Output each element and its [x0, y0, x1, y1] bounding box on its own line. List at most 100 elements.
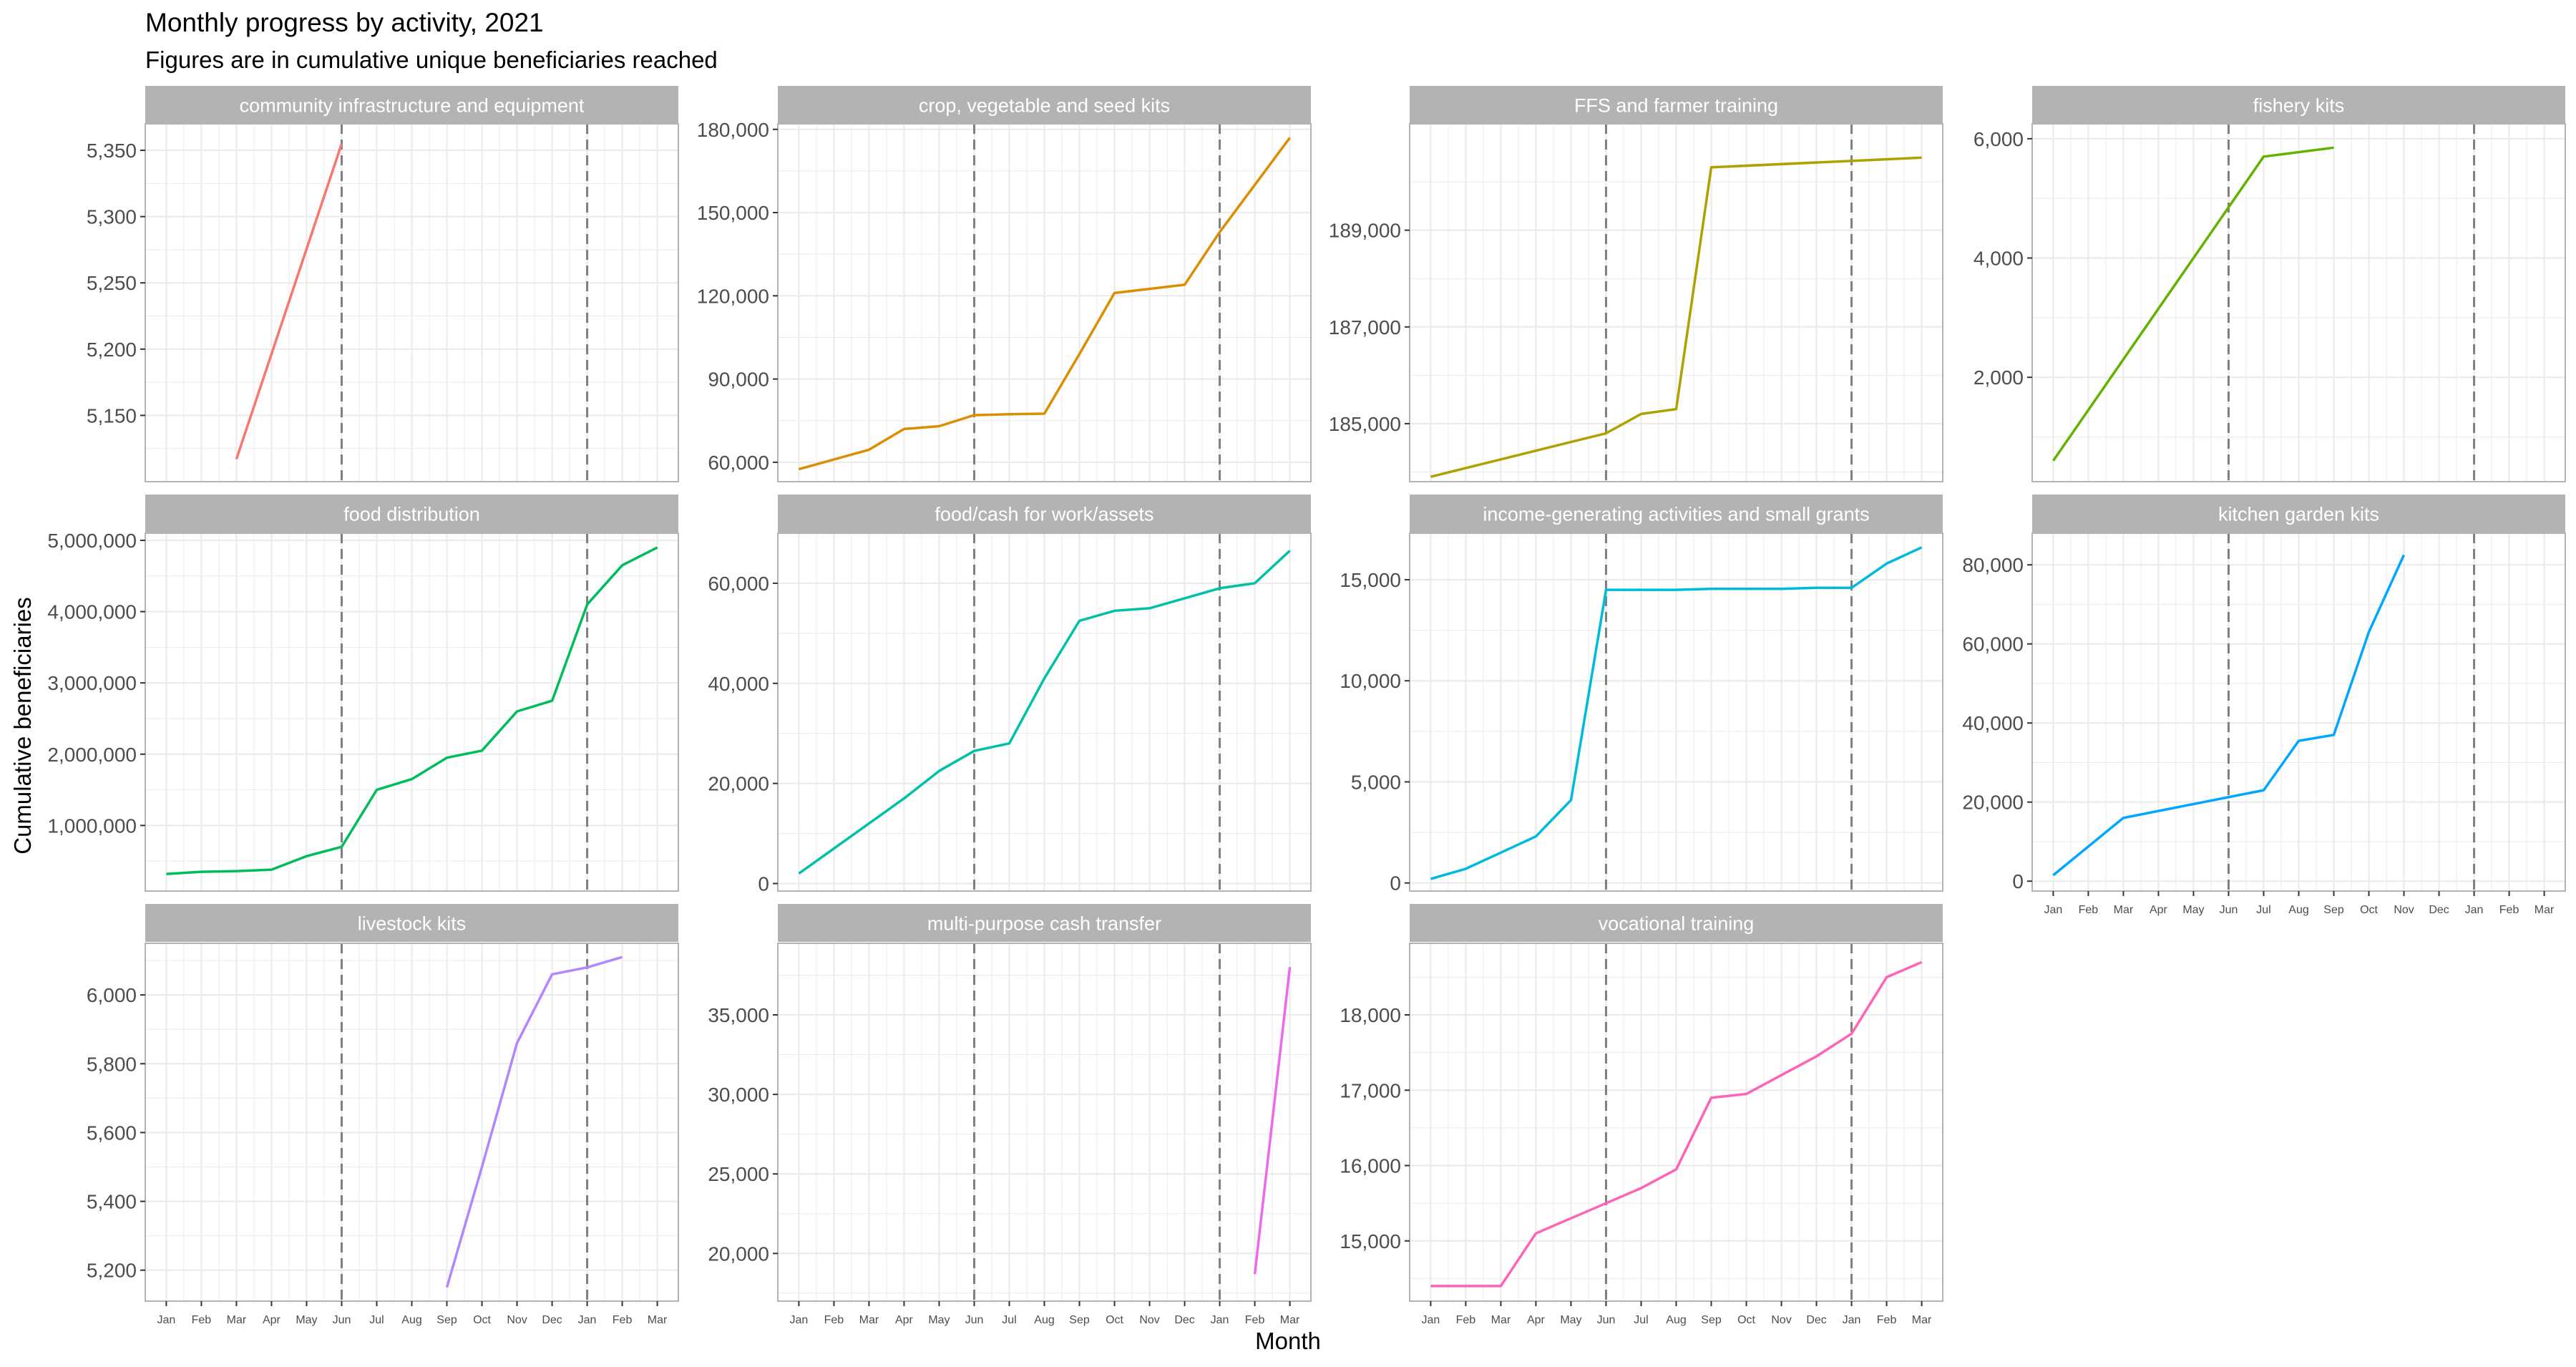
- series-line: [166, 546, 658, 875]
- chart-title: Monthly progress by activity, 2021: [145, 8, 544, 37]
- x-tick-label: Feb: [2079, 904, 2099, 916]
- facet-crop-vegetable-and-seed-kits: crop, vegetable and seed kits 60,000 90,00…: [697, 86, 1312, 482]
- panel-border: [145, 123, 679, 482]
- x-tick-label: Jul: [1634, 1314, 1648, 1326]
- x-tick-label: Feb: [192, 1314, 212, 1326]
- x-tick-label: Jun: [965, 1314, 984, 1326]
- y-tick-label: 15,000: [1340, 1230, 1401, 1252]
- y-tick-label: 5,350: [87, 140, 137, 162]
- x-tick-label: Jul: [1002, 1314, 1016, 1326]
- x-tick-label: Oct: [2360, 904, 2378, 916]
- facet-income-generating-activities-and-small-grants: income-generating activities and small g…: [1340, 495, 1943, 895]
- facet-strip-label: fishery kits: [2253, 95, 2345, 117]
- y-tick-label: 120,000: [697, 285, 769, 307]
- panel-border: [777, 123, 1312, 482]
- x-tick-label: Feb: [1877, 1314, 1897, 1326]
- series-line: [1430, 156, 1922, 478]
- panel-border: [777, 532, 1312, 892]
- x-tick-label: Feb: [2499, 904, 2519, 916]
- facet-fishery-kits: fishery kits 2,000 4,000 6,000: [1974, 86, 2566, 482]
- x-tick-label: Jan: [2044, 904, 2063, 916]
- y-tick-label: 6,000: [1974, 128, 2024, 150]
- facet-strip-label: community infrastructure and equipment: [240, 95, 585, 117]
- x-tick-label: Mar: [2114, 904, 2134, 916]
- facet-multi-purpose-cash-transfer: multi-purpose cash transfer 20,000 25,000 3…: [708, 904, 1312, 1326]
- facet-community-infrastructure-and-equipment: community infrastructure and equipment 5,…: [87, 86, 679, 482]
- y-tick-label: 18,000: [1340, 1004, 1401, 1026]
- series-line: [798, 550, 1291, 875]
- x-tick-label: May: [1560, 1314, 1581, 1326]
- facet-strip: [2032, 495, 2565, 532]
- facet-strip-label: food distribution: [343, 504, 480, 525]
- facet-strip-label: kitchen garden kits: [2218, 504, 2379, 525]
- y-tick-label: 20,000: [708, 1242, 769, 1265]
- y-tick-label: 16,000: [1340, 1155, 1401, 1177]
- facet-strip-label: crop, vegetable and seed kits: [919, 95, 1170, 117]
- panel-border: [1409, 123, 1943, 482]
- x-tick-label: Mar: [648, 1314, 668, 1326]
- x-tick-label: May: [296, 1314, 317, 1326]
- y-tick-label: 40,000: [708, 673, 769, 695]
- facet-strip: [2032, 86, 2565, 124]
- x-tick-label: Jul: [369, 1314, 384, 1326]
- x-tick-label: Sep: [1069, 1314, 1090, 1326]
- facet-vocational-training: vocational training 15,000 16,000 17,000 18,…: [1340, 904, 1943, 1326]
- y-tick-label: 189,000: [1329, 220, 1401, 242]
- x-tick-label: Mar: [227, 1314, 247, 1326]
- x-tick-label: Nov: [1139, 1314, 1159, 1326]
- x-tick-label: Mar: [1912, 1314, 1932, 1326]
- facet-strip: [778, 495, 1311, 532]
- facet-strip-label: vocational training: [1599, 913, 1755, 935]
- x-tick-label: Jan: [1422, 1314, 1440, 1326]
- x-tick-label: Sep: [2323, 904, 2344, 916]
- y-tick-label: 5,000: [1351, 771, 1401, 793]
- x-tick-label: Nov: [507, 1314, 527, 1326]
- x-axis-title: Month: [1255, 1328, 1321, 1354]
- y-tick-label: 90,000: [708, 369, 769, 391]
- facet-strip: [1410, 86, 1943, 124]
- y-tick-label: 4,000: [1974, 248, 2024, 270]
- x-tick-label: Apr: [895, 1314, 914, 1326]
- series-line: [2051, 146, 2334, 462]
- x-tick-label: Jan: [1843, 1314, 1861, 1326]
- x-tick-label: Dec: [542, 1314, 562, 1326]
- x-tick-label: Dec: [1806, 1314, 1826, 1326]
- facet-strip: [778, 86, 1311, 124]
- chart-subtitle: Figures are in cumulative unique benefic…: [145, 47, 718, 73]
- y-tick-label: 5,150: [87, 404, 137, 427]
- x-tick-label: Nov: [2394, 904, 2414, 916]
- x-tick-label: Feb: [1245, 1314, 1265, 1326]
- x-tick-label: Aug: [2288, 904, 2308, 916]
- x-tick-label: Sep: [436, 1314, 457, 1326]
- facet-strip: [1410, 904, 1943, 942]
- y-tick-label: 17,000: [1340, 1079, 1401, 1101]
- x-tick-label: May: [2182, 904, 2204, 916]
- y-tick-label: 0: [1390, 872, 1401, 895]
- y-tick-label: 0: [2012, 870, 2024, 892]
- facet-strip: [145, 86, 678, 124]
- x-tick-label: Dec: [2429, 904, 2449, 916]
- panel-border: [145, 532, 679, 892]
- x-tick-label: Jan: [578, 1314, 597, 1326]
- y-tick-label: 150,000: [697, 202, 769, 224]
- x-tick-label: Jun: [1597, 1314, 1616, 1326]
- x-tick-label: Aug: [401, 1314, 421, 1326]
- x-tick-label: Jan: [157, 1314, 176, 1326]
- series-line: [1430, 546, 1923, 880]
- y-tick-label: 6,000: [87, 984, 137, 1006]
- x-tick-label: Mar: [859, 1314, 879, 1326]
- facet-strip-label: FFS and farmer training: [1574, 95, 1778, 117]
- facet-strip: [778, 904, 1311, 942]
- y-tick-label: 20,000: [1962, 792, 2024, 814]
- series-line: [798, 137, 1292, 471]
- y-tick-label: 5,400: [87, 1191, 137, 1213]
- y-tick-label: 60,000: [708, 452, 769, 474]
- y-tick-label: 80,000: [1962, 554, 2024, 576]
- y-tick-label: 1,000,000: [47, 814, 137, 837]
- y-tick-label: 180,000: [697, 119, 769, 141]
- facet-strip: [145, 495, 678, 532]
- y-tick-label: 5,800: [87, 1053, 137, 1075]
- x-tick-label: Oct: [473, 1314, 491, 1326]
- y-tick-label: 185,000: [1329, 413, 1401, 435]
